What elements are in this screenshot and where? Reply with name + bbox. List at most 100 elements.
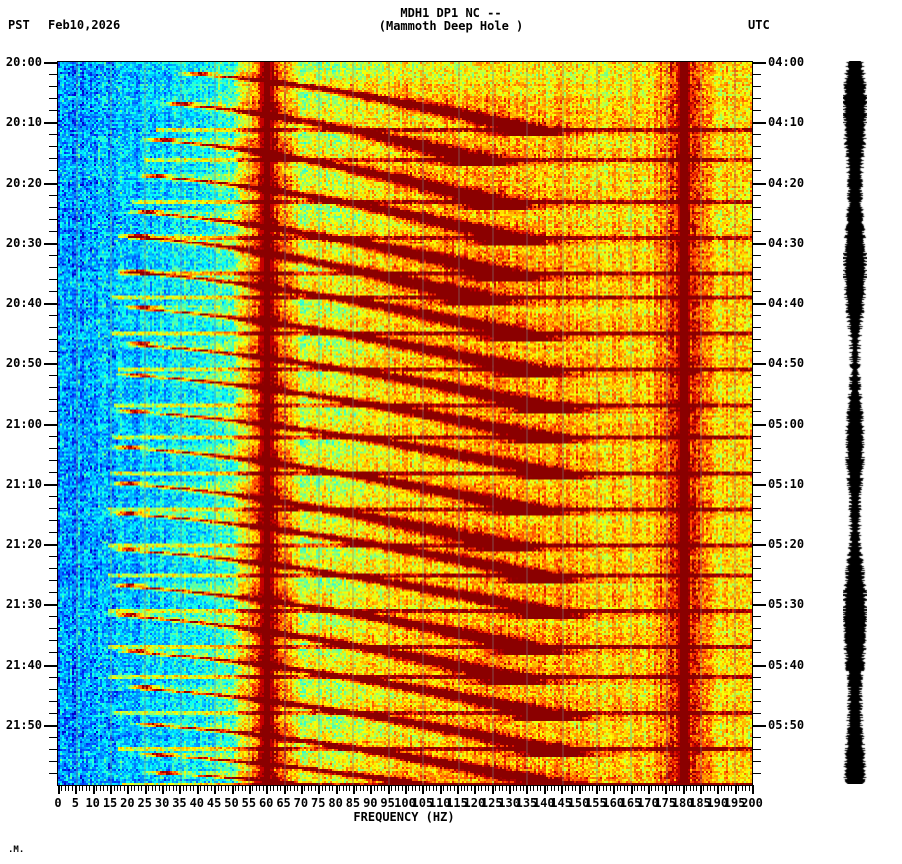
time-tick-major (44, 62, 58, 64)
timezone-left-label: PST (8, 18, 30, 32)
time-tick-minor (49, 327, 58, 329)
frequency-tick-minor (210, 785, 212, 791)
time-tick-minor (49, 556, 58, 558)
frequency-tick-minor (130, 785, 132, 791)
frequency-tick-minor (575, 785, 577, 791)
time-tick-label-utc: 05:40 (768, 657, 805, 672)
frequency-tick-minor (99, 785, 101, 791)
frequency-tick-major (370, 785, 373, 794)
time-tick-major (752, 62, 766, 64)
frequency-tick-label: 50 (224, 796, 239, 810)
time-tick-major (752, 303, 766, 305)
time-tick-minor (49, 387, 58, 389)
frequency-tick-minor (498, 785, 500, 791)
frequency-tick-major (630, 785, 633, 794)
time-tick-minor (752, 278, 761, 280)
frequency-tick-minor (547, 785, 549, 791)
time-tick-minor (752, 628, 761, 630)
frequency-tick-minor (481, 785, 483, 791)
spectrogram-plot: 20:00 20:10 20:20 20:30 20:40 20:50 21:00 21:10… (6, 55, 804, 810)
frequency-tick-minor (588, 785, 590, 791)
frequency-tick-minor (436, 785, 438, 791)
time-tick-minor (752, 556, 761, 558)
frequency-tick-minor (429, 785, 431, 791)
time-tick-minor (49, 399, 58, 401)
frequency-tick-minor (155, 785, 157, 791)
time-tick-minor (752, 74, 761, 76)
time-tick-major (44, 122, 58, 125)
time-tick-minor (752, 290, 761, 292)
frequency-tick-minor (297, 785, 299, 791)
frequency-tick-major (352, 785, 355, 794)
frequency-tick-minor (241, 785, 243, 791)
frequency-tick-label: 185 (689, 796, 711, 810)
frequency-tick-major (405, 785, 407, 794)
frequency-tick-minor (189, 785, 191, 791)
frequency-tick-minor (505, 785, 507, 791)
frequency-tick-major (127, 785, 130, 794)
frequency-tick-minor (228, 785, 230, 791)
time-tick-minor (752, 471, 761, 473)
frequency-tick-minor (519, 785, 521, 791)
frequency-tick-label: 155 (585, 796, 607, 810)
frequency-tick-major (595, 785, 598, 794)
frequency-tick-minor (443, 785, 445, 791)
time-tick-minor (752, 315, 761, 317)
frequency-tick-label: 120 (463, 796, 486, 810)
frequency-tick-minor (516, 785, 518, 791)
time-tick-minor (49, 435, 58, 437)
frequency-tick-minor (477, 785, 479, 791)
time-tick-minor (49, 495, 58, 497)
frequency-tick-minor (234, 785, 236, 791)
frequency-tick-minor (592, 785, 594, 791)
frequency-tick-major (179, 785, 182, 794)
frequency-tick-minor (398, 785, 400, 791)
frequency-tick-minor (346, 785, 347, 791)
time-tick-minor (49, 170, 58, 172)
frequency-tick-minor (450, 785, 452, 791)
frequency-tick-minor (411, 785, 413, 791)
frequency-tick-major (439, 785, 442, 794)
frequency-tick-minor (290, 785, 292, 791)
frequency-tick-major (647, 785, 650, 794)
frequency-tick-minor (654, 785, 656, 791)
frequency-tick-major (387, 785, 390, 794)
frequency-tick-label: 110 (428, 796, 451, 810)
frequency-tick-label: 150 (567, 796, 590, 810)
frequency-tick-minor (609, 785, 611, 791)
frequency-tick-minor (606, 785, 608, 791)
frequency-tick-minor (134, 785, 136, 791)
frequency-tick-minor (415, 785, 417, 791)
frequency-tick-minor (679, 785, 681, 791)
time-tick-minor (49, 339, 58, 341)
frequency-tick-minor (349, 785, 351, 791)
time-tick-minor (49, 760, 58, 762)
frequency-tick-minor (557, 785, 559, 791)
frequency-tick-minor (696, 785, 698, 791)
time-tick-minor (752, 459, 761, 461)
frequency-tick-minor (332, 785, 334, 791)
time-tick-minor (752, 760, 761, 762)
frequency-tick-major (335, 785, 338, 794)
frequency-tick-major (509, 785, 512, 794)
frequency-tick-minor (123, 785, 125, 791)
time-tick-minor (752, 652, 761, 654)
frequency-tick-label: 55 (241, 796, 257, 810)
frequency-tick-major (231, 785, 234, 794)
frequency-tick-minor (304, 785, 306, 791)
time-tick-minor (752, 531, 761, 533)
frequency-tick-minor (394, 785, 396, 791)
time-tick-major (44, 182, 58, 185)
frequency-tick-label: 10 (85, 796, 100, 810)
time-tick-minor (752, 616, 761, 618)
frequency-tick-label: 25 (137, 796, 152, 810)
frequency-tick-major (422, 785, 425, 794)
frequency-tick-minor (533, 785, 535, 791)
time-tick-minor (752, 98, 761, 100)
time-tick-label-utc: 05:50 (768, 717, 805, 732)
time-tick-minor (49, 134, 58, 136)
frequency-tick-minor (502, 785, 504, 791)
frequency-tick-minor (540, 785, 542, 791)
time-tick-minor (752, 375, 761, 377)
frequency-tick-minor (571, 785, 573, 791)
